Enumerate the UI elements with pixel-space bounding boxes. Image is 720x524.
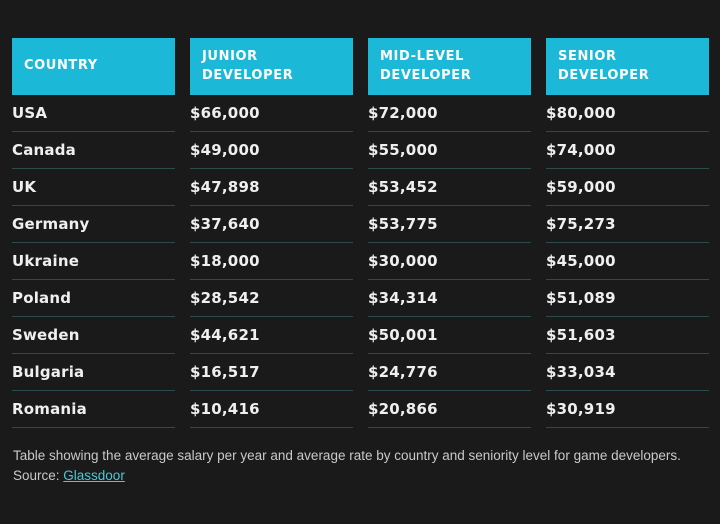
junior-salary-cell: $10,416 [190, 391, 353, 428]
senior-salary-cell: $75,273 [546, 206, 709, 243]
country-cell: Canada [12, 132, 175, 169]
senior-salary-cell: $59,000 [546, 169, 709, 206]
header-senior-developer: SENIOR DEVELOPER [546, 38, 709, 95]
senior-salary-cell: $51,603 [546, 317, 709, 354]
mid-salary-cell: $72,000 [368, 95, 531, 132]
senior-salary-cell: $30,919 [546, 391, 709, 428]
junior-salary-cell: $47,898 [190, 169, 353, 206]
mid-salary-cell: $53,452 [368, 169, 531, 206]
mid-salary-cell: $53,775 [368, 206, 531, 243]
header-junior-developer: JUNIOR DEVELOPER [190, 38, 353, 95]
table-row: Ukraine $18,000 $30,000 $45,000 [12, 243, 709, 280]
table-caption: Table showing the average salary per yea… [13, 446, 681, 485]
table-row: USA $66,000 $72,000 $80,000 [12, 95, 709, 132]
table-header-row: COUNTRY JUNIOR DEVELOPER MID-LEVEL DEVEL… [12, 38, 709, 95]
table-row: Germany $37,640 $53,775 $75,273 [12, 206, 709, 243]
table-body: USA $66,000 $72,000 $80,000 Canada $49,0… [12, 95, 709, 428]
junior-salary-cell: $18,000 [190, 243, 353, 280]
senior-salary-cell: $51,089 [546, 280, 709, 317]
junior-salary-cell: $16,517 [190, 354, 353, 391]
country-cell: Bulgaria [12, 354, 175, 391]
header-country: COUNTRY [12, 38, 175, 95]
junior-salary-cell: $49,000 [190, 132, 353, 169]
junior-salary-cell: $44,621 [190, 317, 353, 354]
table-row: Canada $49,000 $55,000 $74,000 [12, 132, 709, 169]
senior-salary-cell: $74,000 [546, 132, 709, 169]
mid-salary-cell: $50,001 [368, 317, 531, 354]
header-mid-level-developer: MID-LEVEL DEVELOPER [368, 38, 531, 95]
table-row: Sweden $44,621 $50,001 $51,603 [12, 317, 709, 354]
mid-salary-cell: $34,314 [368, 280, 531, 317]
table-row: Poland $28,542 $34,314 $51,089 [12, 280, 709, 317]
country-cell: UK [12, 169, 175, 206]
table-row: Bulgaria $16,517 $24,776 $33,034 [12, 354, 709, 391]
country-cell: Germany [12, 206, 175, 243]
junior-salary-cell: $66,000 [190, 95, 353, 132]
mid-salary-cell: $20,866 [368, 391, 531, 428]
mid-salary-cell: $24,776 [368, 354, 531, 391]
country-cell: Romania [12, 391, 175, 428]
junior-salary-cell: $37,640 [190, 206, 353, 243]
glassdoor-link[interactable]: Glassdoor [63, 467, 125, 483]
salary-table: COUNTRY JUNIOR DEVELOPER MID-LEVEL DEVEL… [12, 38, 709, 428]
senior-salary-cell: $33,034 [546, 354, 709, 391]
country-cell: Sweden [12, 317, 175, 354]
mid-salary-cell: $55,000 [368, 132, 531, 169]
table-row: Romania $10,416 $20,866 $30,919 [12, 391, 709, 428]
country-cell: Poland [12, 280, 175, 317]
table-row: UK $47,898 $53,452 $59,000 [12, 169, 709, 206]
country-cell: Ukraine [12, 243, 175, 280]
junior-salary-cell: $28,542 [190, 280, 353, 317]
senior-salary-cell: $80,000 [546, 95, 709, 132]
mid-salary-cell: $30,000 [368, 243, 531, 280]
caption-text: Table showing the average salary per yea… [13, 448, 681, 483]
senior-salary-cell: $45,000 [546, 243, 709, 280]
country-cell: USA [12, 95, 175, 132]
